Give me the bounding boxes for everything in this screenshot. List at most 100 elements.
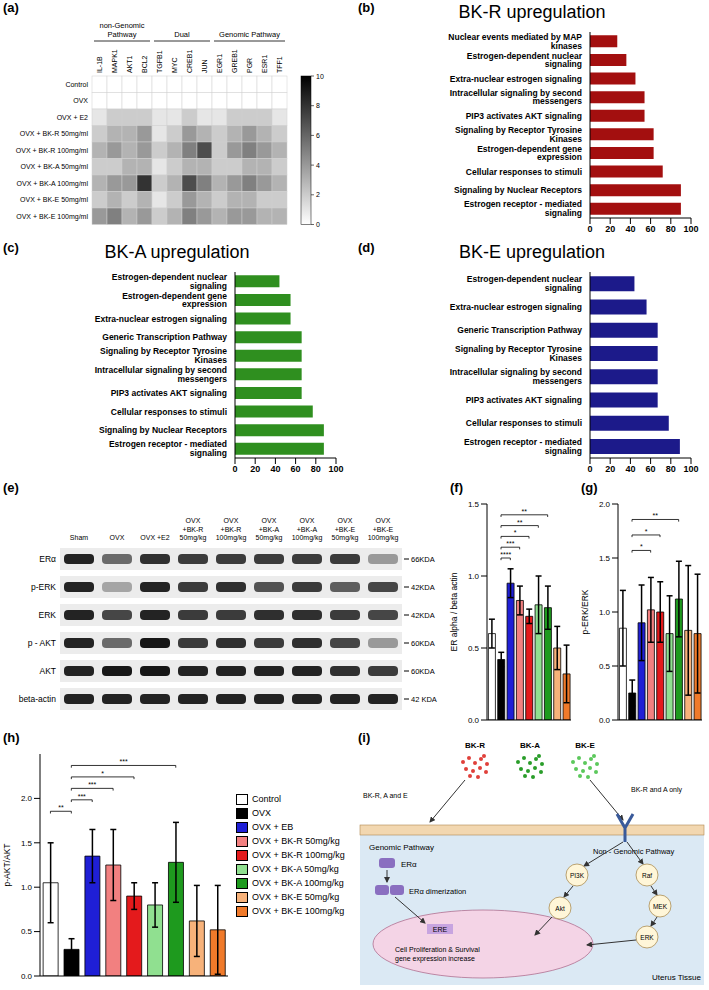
- svg-text:OVX + BK-E 50mg/ml: OVX + BK-E 50mg/ml: [20, 196, 88, 204]
- svg-text:Akt: Akt: [555, 905, 565, 912]
- svg-text:PIP3 activates AKT signaling: PIP3 activates AKT signaling: [466, 395, 582, 405]
- svg-text:Nuclear events mediated by MAP: Nuclear events mediated by MAPkinases: [448, 32, 582, 51]
- svg-text:Control: Control: [65, 81, 88, 88]
- svg-text:Signaling by Nuclear Receptors: Signaling by Nuclear Receptors: [99, 425, 227, 435]
- svg-text:100mg/kg: 100mg/kg: [216, 534, 247, 542]
- svg-text:60: 60: [291, 464, 301, 474]
- svg-text:OVX: OVX: [110, 534, 125, 541]
- svg-text:20: 20: [605, 224, 615, 234]
- svg-text:Extra-nuclear estrogen signali: Extra-nuclear estrogen signaling: [450, 302, 582, 312]
- svg-text:1.0: 1.0: [21, 883, 33, 892]
- svg-text:80: 80: [666, 464, 676, 474]
- svg-text:**: **: [58, 804, 64, 811]
- svg-text:OVX + BK-A 100mg/ml: OVX + BK-A 100mg/ml: [17, 180, 89, 188]
- svg-text:OVX: OVX: [338, 517, 353, 524]
- svg-text:0.0: 0.0: [599, 716, 611, 725]
- svg-text:PIP3 activates AKT signaling: PIP3 activates AKT signaling: [466, 111, 582, 121]
- svg-text:JUN: JUN: [201, 59, 208, 73]
- svg-text:+BK-R: +BK-R: [183, 526, 204, 533]
- svg-text:20: 20: [605, 464, 615, 474]
- svg-text:Cellular responses to stimuli: Cellular responses to stimuli: [466, 418, 582, 428]
- svg-text:0.5: 0.5: [468, 644, 480, 653]
- svg-text:ERE: ERE: [433, 926, 448, 933]
- svg-text:0: 0: [232, 464, 237, 474]
- svg-text:42KDA: 42KDA: [411, 583, 435, 592]
- svg-text:50mg/kg: 50mg/kg: [180, 534, 207, 542]
- svg-text:non-Genomic: non-Genomic: [99, 21, 144, 30]
- svg-text:0: 0: [587, 224, 592, 234]
- svg-text:100: 100: [328, 464, 343, 474]
- svg-text:100: 100: [683, 464, 698, 474]
- svg-text:1.5: 1.5: [468, 500, 480, 509]
- svg-text:42KDA: 42KDA: [411, 611, 435, 620]
- svg-text:OVX: OVX: [376, 517, 391, 524]
- svg-text:**: **: [517, 519, 523, 526]
- svg-text:Estrogen-dependent nuclearsign: Estrogen-dependent nuclearsignaling: [467, 274, 583, 293]
- svg-text:50mg/kg: 50mg/kg: [256, 534, 283, 542]
- svg-text:***: ***: [506, 540, 514, 547]
- svg-text:0.0: 0.0: [468, 716, 480, 725]
- svg-text:0.5: 0.5: [599, 662, 611, 671]
- svg-text:GREB1: GREB1: [231, 49, 238, 73]
- svg-text:OVX + BK-R 50mg/ml: OVX + BK-R 50mg/ml: [20, 130, 89, 138]
- svg-text:OVX + E2: OVX + E2: [57, 114, 88, 121]
- svg-text:p-ERK: p-ERK: [31, 582, 56, 592]
- svg-text:****: ****: [500, 551, 511, 558]
- svg-text:Sham: Sham: [70, 534, 88, 541]
- svg-text:TGFB1: TGFB1: [156, 50, 163, 73]
- svg-text:OVX: OVX: [300, 517, 315, 524]
- svg-text:100: 100: [683, 224, 698, 234]
- svg-text:6: 6: [316, 132, 320, 139]
- svg-text:MAPK1: MAPK1: [111, 49, 118, 73]
- svg-text:***: ***: [88, 781, 96, 788]
- svg-text:ERα: ERα: [401, 860, 417, 869]
- svg-text:ERα: ERα: [39, 554, 56, 564]
- svg-text:Estrogen receptor - mediatedsi: Estrogen receptor - mediatedsignaling: [109, 439, 227, 458]
- svg-text:TFF1: TFF1: [276, 56, 283, 73]
- svg-text:AKT: AKT: [39, 666, 56, 676]
- svg-text:IL-1B: IL-1B: [96, 56, 103, 73]
- svg-text:**: **: [653, 512, 659, 519]
- svg-text:ERα dimerization: ERα dimerization: [409, 887, 466, 896]
- svg-text:ERK: ERK: [39, 610, 57, 620]
- svg-text:60KDA: 60KDA: [411, 667, 435, 676]
- svg-text:(i): (i): [358, 730, 370, 745]
- svg-text:BK-R and A only: BK-R and A only: [631, 786, 682, 794]
- svg-text:20: 20: [250, 464, 260, 474]
- svg-text:ESR1: ESR1: [261, 55, 268, 73]
- svg-text:Signaling by Receptor Tyrosine: Signaling by Receptor TyrosineKinases: [100, 346, 227, 365]
- svg-text:PGR: PGR: [246, 58, 253, 73]
- svg-text:Cell Proliferation & Survival: Cell Proliferation & Survival: [395, 946, 480, 953]
- svg-text:2: 2: [316, 191, 320, 198]
- svg-text:OVX: OVX: [224, 517, 239, 524]
- svg-text:Estrogen-dependent nuclearsign: Estrogen-dependent nuclearsignaling: [112, 272, 228, 291]
- svg-text:***: ***: [119, 758, 127, 765]
- svg-text:+BK-A: +BK-A: [259, 526, 280, 533]
- svg-text:Genomic Pathway: Genomic Pathway: [219, 30, 280, 39]
- svg-text:Intracellular signaling by sec: Intracellular signaling by secondmesseng…: [450, 88, 583, 107]
- svg-text:Estrogen receptor - mediatedsi: Estrogen receptor - mediatedsignaling: [464, 199, 582, 218]
- svg-text:BK-E: BK-E: [575, 741, 595, 750]
- svg-text:MYC: MYC: [171, 57, 178, 73]
- svg-text:2.0: 2.0: [599, 500, 611, 509]
- svg-text:AKT1: AKT1: [126, 55, 133, 73]
- svg-text:PI3K: PI3K: [570, 872, 585, 879]
- svg-text:MEK: MEK: [653, 903, 668, 910]
- svg-text:ER alpha / beta actin: ER alpha / beta actin: [449, 572, 459, 651]
- svg-text:8: 8: [316, 102, 320, 109]
- svg-text:0: 0: [316, 221, 320, 228]
- svg-text:BK-A: BK-A: [520, 741, 540, 750]
- svg-text:10: 10: [316, 73, 324, 80]
- svg-text:Pathway: Pathway: [108, 30, 137, 39]
- svg-text:OVX +E2: OVX +E2: [140, 534, 169, 541]
- svg-text:BCL2: BCL2: [141, 55, 148, 73]
- svg-text:Estrogen-dependent geneexpress: Estrogen-dependent geneexpression: [477, 144, 582, 162]
- svg-text:+BK-R: +BK-R: [221, 526, 242, 533]
- svg-text:Uterus Tissue: Uterus Tissue: [652, 973, 701, 982]
- svg-text:66KDA: 66KDA: [411, 555, 435, 564]
- svg-text:40: 40: [625, 464, 635, 474]
- svg-text:+BK-E: +BK-E: [335, 526, 356, 533]
- svg-text:BK-R: BK-R: [465, 741, 485, 750]
- svg-text:60KDA: 60KDA: [411, 639, 435, 648]
- svg-text:80: 80: [311, 464, 321, 474]
